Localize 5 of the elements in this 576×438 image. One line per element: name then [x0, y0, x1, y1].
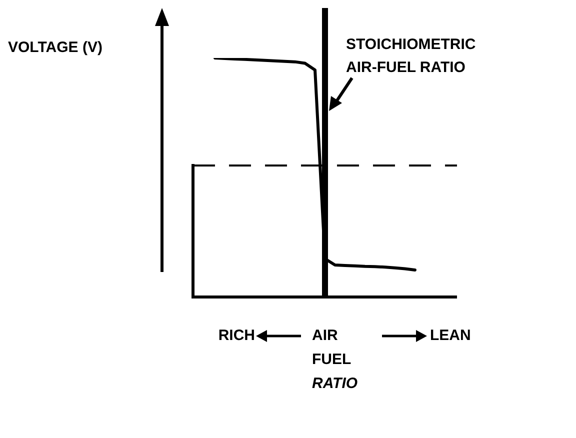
text: RICH	[218, 327, 255, 344]
x-axis-title: AIR FUEL RATIO	[312, 327, 358, 392]
annotation: STOICHIOMETRIC AIR-FUEL RATIO	[346, 36, 476, 76]
text: VOLTAGE (V)	[8, 39, 102, 56]
text: LEAN	[430, 327, 471, 344]
